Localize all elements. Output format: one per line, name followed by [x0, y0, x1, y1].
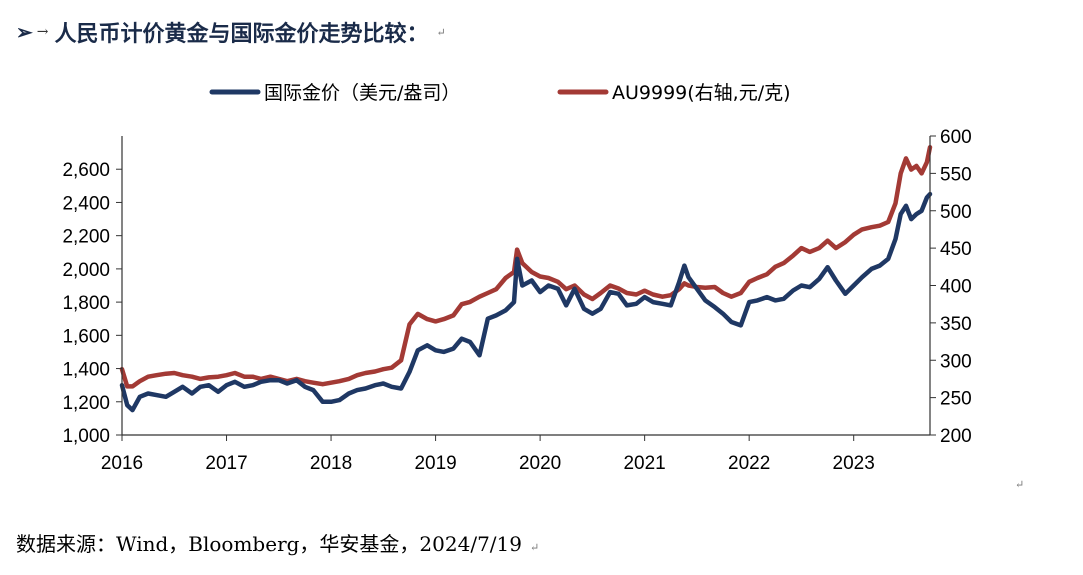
x-tick-label: 2022 [728, 453, 770, 474]
x-tick-label: 2017 [205, 453, 247, 474]
y-right-tick-label: 600 [940, 127, 972, 148]
source-note: 数据来源：Wind，Bloomberg，华安基金，2024/7/19 ↵ [16, 528, 539, 557]
chart-heading: ➢ → 人民币计价黄金与国际金价走势比较： ↵ [16, 14, 446, 50]
x-tick-label: 2023 [833, 453, 875, 474]
y-left-tick-label: 1,200 [62, 393, 110, 414]
series-layer [119, 144, 933, 413]
paragraph-mark-icon: ↵ [529, 541, 540, 554]
y-right-tick-label: 300 [940, 351, 972, 372]
x-tick-label: 2019 [414, 453, 456, 474]
legend-label: 国际金价（美元/盎司） [264, 82, 460, 104]
y-left-tick-label: 1,400 [62, 360, 110, 381]
x-tick-label: 2021 [623, 453, 665, 474]
chart-title: 人民币计价黄金与国际金价走势比较： [54, 21, 429, 47]
y-right-tick-label: 400 [940, 277, 972, 298]
chart-legend: 国际金价（美元/盎司） AU9999(右轴,元/克) [209, 82, 791, 104]
gold-price-chart: 国际金价（美元/盎司） AU9999(右轴,元/克) 1,000 1,200 1,40… [62, 82, 971, 474]
y-right-tick-label: 450 [940, 239, 972, 260]
y-left-tick-label: 2,200 [62, 227, 110, 248]
legend-label: AU9999(右轴,元/克) [612, 82, 791, 104]
y-right-tick-label: 250 [940, 389, 972, 410]
source-note-text: 数据来源：Wind，Bloomberg，华安基金，2024/7/19 [16, 532, 522, 556]
y-left-tick-label: 1,600 [62, 326, 110, 347]
y-right-tick-label: 200 [940, 426, 972, 447]
x-tick-label: 2016 [101, 453, 143, 474]
x-tick-label: 2020 [519, 453, 561, 474]
tab-arrow-icon: → [36, 24, 49, 40]
y-right-tick-label: 350 [940, 314, 972, 335]
y-left-tick-label: 2,000 [62, 260, 110, 281]
series-line-au9999 [119, 144, 933, 389]
x-tick-label: 2018 [310, 453, 352, 474]
axes: 1,000 1,200 1,400 1,600 1,800 2,000 2,200 2,400… [62, 127, 971, 474]
paragraph-mark-icon: ↵ [1015, 478, 1025, 491]
y-left-tick-label: 2,600 [62, 160, 110, 181]
y-left-tick-label: 1,800 [62, 293, 110, 314]
y-right-tick-label: 550 [940, 164, 972, 185]
paragraph-mark-icon: ↵ [436, 25, 446, 39]
y-left-tick-label: 1,000 [62, 426, 110, 447]
y-left-tick-label: 2,400 [62, 193, 110, 214]
series-line-international-gold [119, 191, 933, 413]
bullet-arrow-icon: ➢ [16, 20, 33, 44]
y-right-tick-label: 500 [940, 202, 972, 223]
